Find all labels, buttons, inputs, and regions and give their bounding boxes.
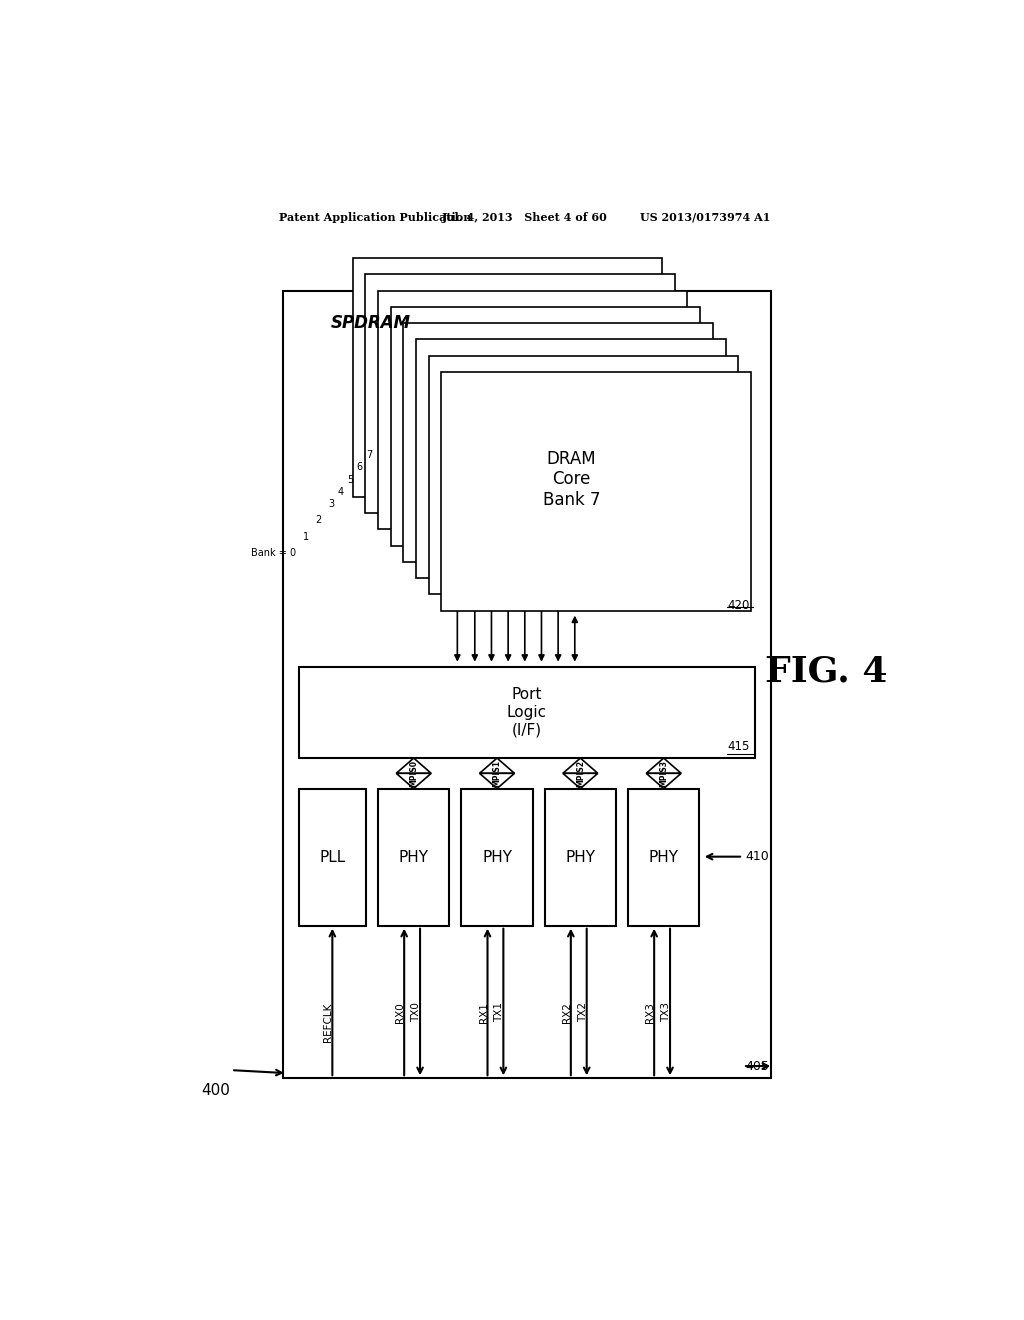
Text: RX1: RX1 bbox=[478, 1002, 488, 1023]
Text: 400: 400 bbox=[201, 1082, 229, 1098]
Polygon shape bbox=[479, 758, 514, 774]
Text: DRAM
Core
Bank 7: DRAM Core Bank 7 bbox=[543, 450, 600, 510]
Text: 7: 7 bbox=[367, 450, 373, 461]
Text: RX0: RX0 bbox=[395, 1002, 406, 1023]
Text: US 2013/0173974 A1: US 2013/0173974 A1 bbox=[640, 211, 771, 223]
Text: PLL: PLL bbox=[319, 850, 345, 865]
Text: 6: 6 bbox=[356, 462, 362, 473]
Polygon shape bbox=[396, 774, 431, 788]
Text: MPIS0: MPIS0 bbox=[410, 760, 418, 787]
Text: FIG. 4: FIG. 4 bbox=[765, 655, 888, 689]
Bar bbox=[461, 788, 532, 925]
Text: 1: 1 bbox=[303, 532, 309, 541]
Text: TX1: TX1 bbox=[495, 1002, 505, 1022]
Text: Port
Logic
(I/F): Port Logic (I/F) bbox=[507, 688, 547, 738]
Text: TX2: TX2 bbox=[578, 1002, 588, 1022]
Bar bbox=[628, 788, 699, 925]
Bar bbox=[378, 290, 687, 529]
Bar bbox=[299, 788, 367, 925]
Text: 5: 5 bbox=[347, 475, 353, 484]
Text: REFCLK: REFCLK bbox=[323, 1003, 333, 1041]
Bar bbox=[283, 290, 771, 1078]
Text: 410: 410 bbox=[745, 850, 769, 863]
Bar bbox=[299, 667, 755, 758]
Text: PHY: PHY bbox=[648, 850, 679, 865]
Polygon shape bbox=[563, 758, 598, 774]
Text: MPIS3: MPIS3 bbox=[659, 760, 669, 787]
Text: Patent Application Publication: Patent Application Publication bbox=[279, 211, 471, 223]
Text: PHY: PHY bbox=[482, 850, 512, 865]
Text: 2: 2 bbox=[315, 515, 322, 525]
Text: RX2: RX2 bbox=[562, 1002, 571, 1023]
Text: 405: 405 bbox=[745, 1060, 769, 1073]
Text: TX0: TX0 bbox=[411, 1002, 421, 1022]
Text: RX3: RX3 bbox=[645, 1002, 655, 1023]
Bar bbox=[352, 257, 663, 496]
Text: TX3: TX3 bbox=[662, 1002, 671, 1022]
Text: 4: 4 bbox=[338, 487, 344, 496]
Polygon shape bbox=[646, 774, 681, 788]
Text: 3: 3 bbox=[329, 499, 334, 510]
Bar bbox=[391, 306, 700, 545]
Polygon shape bbox=[396, 758, 431, 774]
Bar bbox=[416, 339, 726, 578]
Bar bbox=[378, 788, 450, 925]
Text: 420: 420 bbox=[727, 598, 750, 611]
Bar bbox=[441, 372, 751, 611]
Text: MPIS2: MPIS2 bbox=[575, 760, 585, 787]
Bar bbox=[545, 788, 616, 925]
Bar bbox=[366, 275, 675, 513]
Text: Jul. 4, 2013   Sheet 4 of 60: Jul. 4, 2013 Sheet 4 of 60 bbox=[442, 211, 607, 223]
Text: PHY: PHY bbox=[398, 850, 429, 865]
Text: PHY: PHY bbox=[565, 850, 595, 865]
Polygon shape bbox=[563, 774, 598, 788]
Text: MPIS1: MPIS1 bbox=[493, 760, 502, 787]
Text: SPDRAM: SPDRAM bbox=[331, 314, 411, 333]
Text: Bank = 0: Bank = 0 bbox=[251, 548, 296, 558]
Polygon shape bbox=[646, 758, 681, 774]
Polygon shape bbox=[479, 774, 514, 788]
Bar bbox=[403, 323, 713, 562]
Bar bbox=[429, 355, 738, 594]
Text: 415: 415 bbox=[727, 741, 750, 752]
